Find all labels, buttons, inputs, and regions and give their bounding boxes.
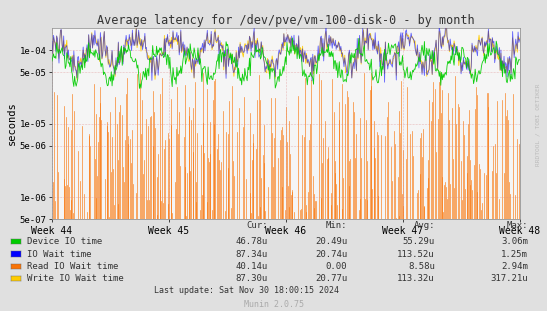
Text: RRDTOOL / TOBI OETIKER: RRDTOOL / TOBI OETIKER	[536, 83, 540, 166]
Text: 20.74u: 20.74u	[315, 250, 347, 258]
Text: 40.14u: 40.14u	[236, 262, 268, 271]
Text: 317.21u: 317.21u	[490, 275, 528, 283]
Text: Device IO time: Device IO time	[27, 237, 103, 246]
Text: Min:: Min:	[326, 220, 347, 230]
Text: 87.34u: 87.34u	[236, 250, 268, 258]
Text: 46.78u: 46.78u	[236, 237, 268, 246]
Text: 113.32u: 113.32u	[397, 275, 435, 283]
Text: 20.77u: 20.77u	[315, 275, 347, 283]
Text: 113.52u: 113.52u	[397, 250, 435, 258]
Text: 2.94m: 2.94m	[501, 262, 528, 271]
Text: Read IO Wait time: Read IO Wait time	[27, 262, 119, 271]
Title: Average latency for /dev/pve/vm-100-disk-0 - by month: Average latency for /dev/pve/vm-100-disk…	[97, 14, 475, 27]
Text: Avg:: Avg:	[414, 220, 435, 230]
Text: IO Wait time: IO Wait time	[27, 250, 92, 258]
Y-axis label: seconds: seconds	[7, 102, 17, 146]
Text: 55.29u: 55.29u	[403, 237, 435, 246]
Text: 87.30u: 87.30u	[236, 275, 268, 283]
Text: 0.00: 0.00	[326, 262, 347, 271]
Text: Write IO Wait time: Write IO Wait time	[27, 275, 124, 283]
Text: Munin 2.0.75: Munin 2.0.75	[243, 300, 304, 309]
Text: 1.25m: 1.25m	[501, 250, 528, 258]
Text: Last update: Sat Nov 30 18:00:15 2024: Last update: Sat Nov 30 18:00:15 2024	[154, 286, 339, 295]
Text: Max:: Max:	[507, 220, 528, 230]
Text: 8.58u: 8.58u	[408, 262, 435, 271]
Text: 3.06m: 3.06m	[501, 237, 528, 246]
Text: 20.49u: 20.49u	[315, 237, 347, 246]
Text: Cur:: Cur:	[247, 220, 268, 230]
